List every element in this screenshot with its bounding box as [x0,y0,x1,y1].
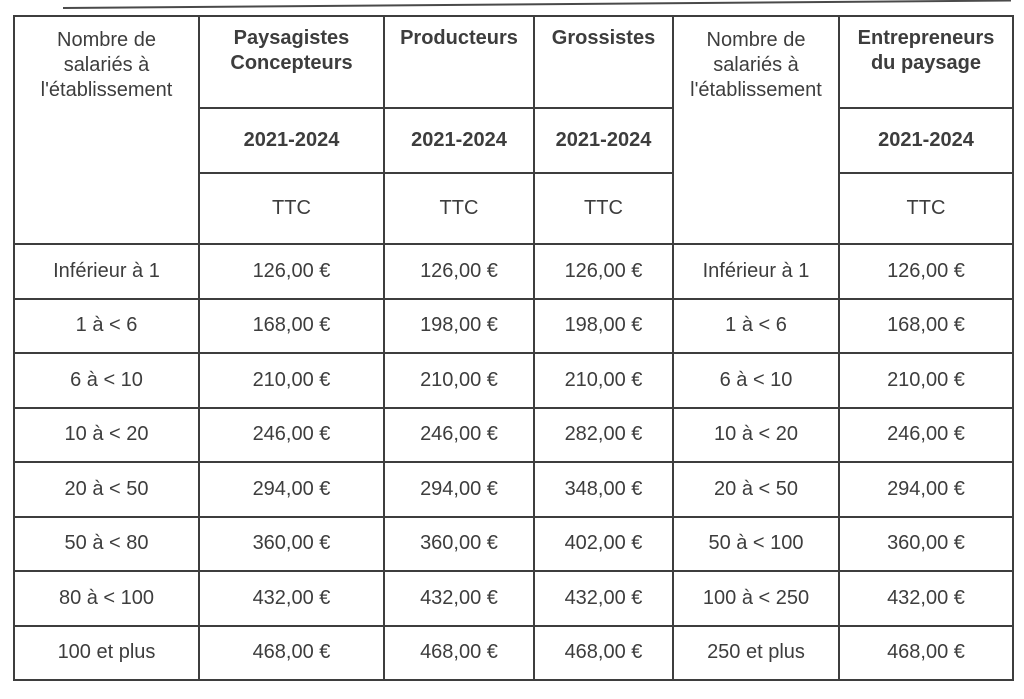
period-cell-entrepreneurs: 2021-2024 [838,107,1014,174]
price-cell: 198,00 € [383,297,535,354]
price-cell: 360,00 € [838,515,1014,572]
price-cell: 210,00 € [533,352,674,409]
period-cell-grossistes: 2021-2024 [533,107,674,174]
size-range-cell: 1 à < 6 [672,297,840,354]
header-row-period: 2021-2024 2021-2024 2021-2024 2021-2024 [14,107,1014,174]
size-range-cell: 1 à < 6 [13,297,200,354]
price-cell: 246,00 € [838,406,1014,463]
header-row-names: Nombre de salariés à l'établissement Pay… [13,15,1014,245]
size-range-cell: Inférieur à 1 [672,243,840,300]
table-row: 100 et plus 468,00 € 468,00 € 468,00 € 2… [13,624,1014,681]
size-range-cell: Inférieur à 1 [13,243,200,300]
size-range-cell: 250 et plus [672,624,840,681]
price-cell: 126,00 € [838,243,1014,300]
price-cell: 210,00 € [383,352,535,409]
tax-cell-grossistes: TTC [533,172,674,245]
size-range-cell: 50 à < 100 [672,515,840,572]
price-cell: 360,00 € [198,515,385,572]
table-row: 20 à < 50 294,00 € 294,00 € 348,00 € 20 … [13,461,1014,518]
employees-header-left: Nombre de salariés à l'établissement [13,15,200,245]
price-cell: 282,00 € [533,406,674,463]
price-cell: 210,00 € [838,352,1014,409]
page-top-crop-line [62,0,1011,9]
table-row: 10 à < 20 246,00 € 246,00 € 282,00 € 10 … [13,406,1014,463]
table-row: Inférieur à 1 126,00 € 126,00 € 126,00 €… [13,243,1014,300]
size-range-cell: 6 à < 10 [13,352,200,409]
price-cell: 126,00 € [383,243,535,300]
group-header-paysagistes: Paysagistes Concepteurs [198,15,385,109]
size-range-cell: 6 à < 10 [672,352,840,409]
price-cell: 294,00 € [838,461,1014,518]
period-cell-paysagistes: 2021-2024 [198,107,385,174]
price-cell: 246,00 € [383,406,535,463]
header-row-tax: TTC TTC TTC TTC [14,172,1014,245]
tax-cell-producteurs: TTC [383,172,535,245]
tariff-table: Nombre de salariés à l'établissement Pay… [13,15,1014,681]
price-cell: 432,00 € [533,570,674,627]
price-cell: 468,00 € [383,624,535,681]
size-range-cell: 80 à < 100 [13,570,200,627]
price-cell: 198,00 € [533,297,674,354]
price-cell: 348,00 € [533,461,674,518]
price-cell: 294,00 € [198,461,385,518]
table-row: 80 à < 100 432,00 € 432,00 € 432,00 € 10… [13,570,1014,627]
table-row: 1 à < 6 168,00 € 198,00 € 198,00 € 1 à <… [13,297,1014,354]
table-row: 50 à < 80 360,00 € 360,00 € 402,00 € 50 … [13,515,1014,572]
group-header-grossistes: Grossistes [533,15,674,109]
price-cell: 168,00 € [198,297,385,354]
price-cell: 126,00 € [198,243,385,300]
table-row: 6 à < 10 210,00 € 210,00 € 210,00 € 6 à … [13,352,1014,409]
tax-cell-entrepreneurs: TTC [838,172,1014,245]
price-cell: 168,00 € [838,297,1014,354]
size-range-cell: 100 à < 250 [672,570,840,627]
price-cell: 210,00 € [198,352,385,409]
group-header-producteurs: Producteurs [383,15,535,109]
size-range-cell: 10 à < 20 [672,406,840,463]
price-cell: 294,00 € [383,461,535,518]
price-cell: 432,00 € [383,570,535,627]
tax-cell-paysagistes: TTC [198,172,385,245]
price-cell: 402,00 € [533,515,674,572]
price-cell: 468,00 € [533,624,674,681]
price-cell: 432,00 € [198,570,385,627]
price-cell: 246,00 € [198,406,385,463]
size-range-cell: 10 à < 20 [13,406,200,463]
size-range-cell: 100 et plus [13,624,200,681]
size-range-cell: 50 à < 80 [13,515,200,572]
price-cell: 468,00 € [838,624,1014,681]
price-cell: 126,00 € [533,243,674,300]
price-cell: 432,00 € [838,570,1014,627]
period-cell-producteurs: 2021-2024 [383,107,535,174]
size-range-cell: 20 à < 50 [13,461,200,518]
size-range-cell: 20 à < 50 [672,461,840,518]
price-cell: 360,00 € [383,515,535,572]
group-header-entrepreneurs: Entrepreneurs du paysage [838,15,1014,109]
employees-header-right: Nombre de salariés à l'établissement [672,15,840,245]
price-cell: 468,00 € [198,624,385,681]
